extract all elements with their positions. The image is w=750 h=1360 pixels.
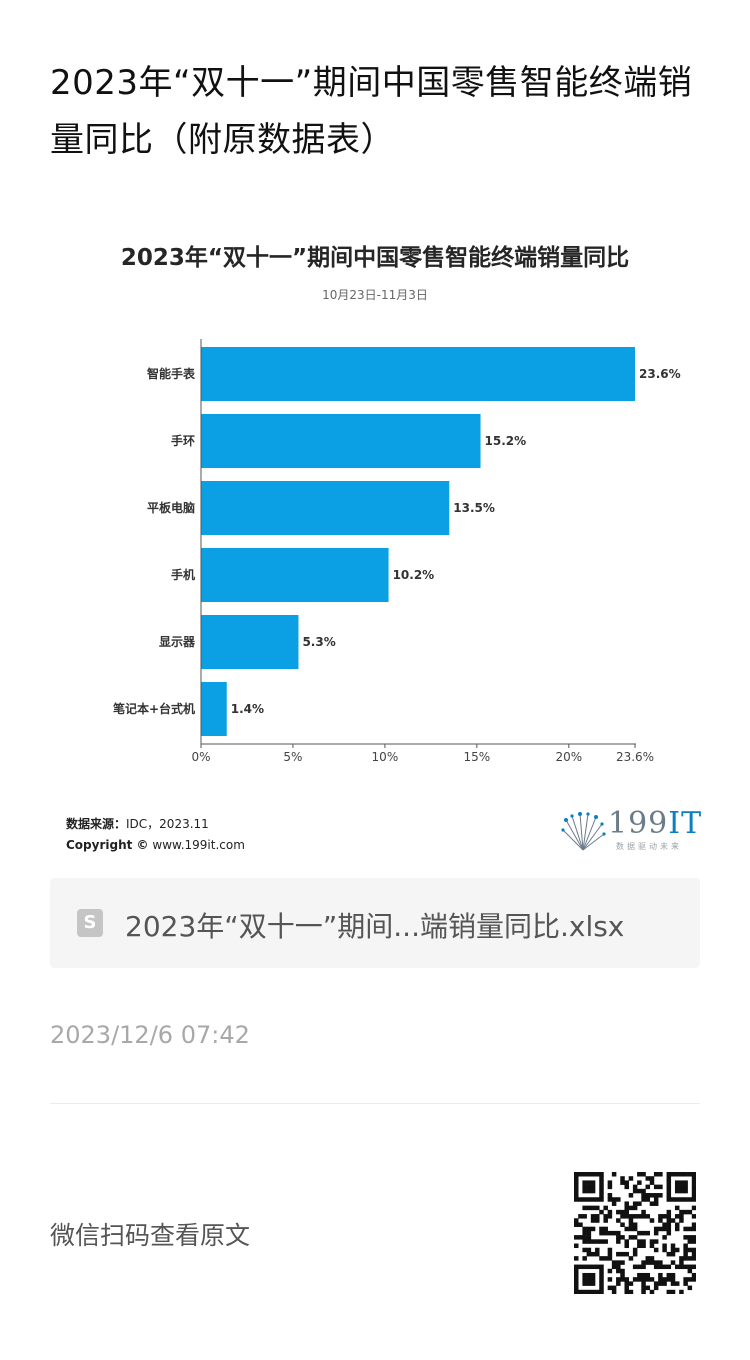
category-label-1: 手环	[171, 433, 195, 448]
brand-logo: 199IT 数据驱动未来	[558, 804, 701, 854]
source-label: 数据来源：	[66, 817, 127, 831]
data-label-2: 13.5%	[453, 501, 495, 515]
bar-3	[201, 548, 389, 602]
bar-2	[201, 481, 450, 535]
brand-tagline: 数据驱动未来	[616, 842, 682, 851]
publish-timestamp: 2023/12/6 07:42	[50, 1021, 250, 1049]
category-label-2: 平板电脑	[147, 500, 195, 515]
scan-to-view-label: 微信扫码查看原文	[50, 1221, 251, 1250]
attachment-file-card[interactable]: S 2023年“双十一”期间...端销量同比.xlsx	[50, 878, 700, 968]
chart-subtitle: 10月23日-11月3日	[322, 288, 428, 302]
x-tick-label-0: 0%	[191, 750, 210, 764]
copyright-label: Copyright ©	[66, 838, 149, 852]
file-document-icon: S	[77, 909, 103, 937]
bar-chart: 智能手表 23.6% 手环 15.2% 平板电脑 13.5% 手机 10.2% 显示器 5.3% 笔…	[113, 339, 681, 764]
x-tick-label-1: 5%	[283, 750, 302, 764]
bar-4	[201, 615, 299, 669]
data-source: 数据来源：IDC，2023.11 Copyright © www.199it.c…	[66, 814, 245, 856]
article-title: 2023年“双十一”期间中国零售智能终端销量同比（附原数据表）	[50, 63, 693, 160]
copyright-value: www.199it.com	[152, 838, 245, 852]
data-label-5: 1.4%	[231, 702, 264, 716]
source-value: IDC，2023.11	[126, 817, 209, 831]
file-name: 2023年“双十一”期间...端销量同比.xlsx	[125, 910, 625, 943]
category-label-4: 显示器	[159, 635, 196, 649]
dandelion-logo-icon	[561, 812, 606, 851]
category-label-5: 笔记本+台式机	[113, 701, 195, 716]
category-label-0: 智能手表	[146, 366, 196, 381]
x-tick-label-2: 10%	[372, 750, 399, 764]
chart-title: 2023年“双十一”期间中国零售智能终端销量同比	[120, 245, 630, 271]
x-tick-label-3: 15%	[464, 750, 491, 764]
divider	[50, 1103, 700, 1104]
category-label-3: 手机	[171, 567, 195, 582]
brand-name: 199IT	[608, 806, 703, 841]
qr-code-icon[interactable]	[574, 1172, 696, 1294]
data-label-3: 10.2%	[393, 568, 435, 582]
data-label-1: 15.2%	[485, 434, 527, 448]
x-tick-label-5: 23.6%	[616, 750, 654, 764]
data-label-0: 23.6%	[639, 367, 681, 381]
bar-5	[201, 682, 227, 736]
x-tick-label-4: 20%	[555, 750, 582, 764]
bar-1	[201, 414, 481, 468]
bar-0	[201, 347, 635, 401]
data-label-4: 5.3%	[302, 635, 335, 649]
